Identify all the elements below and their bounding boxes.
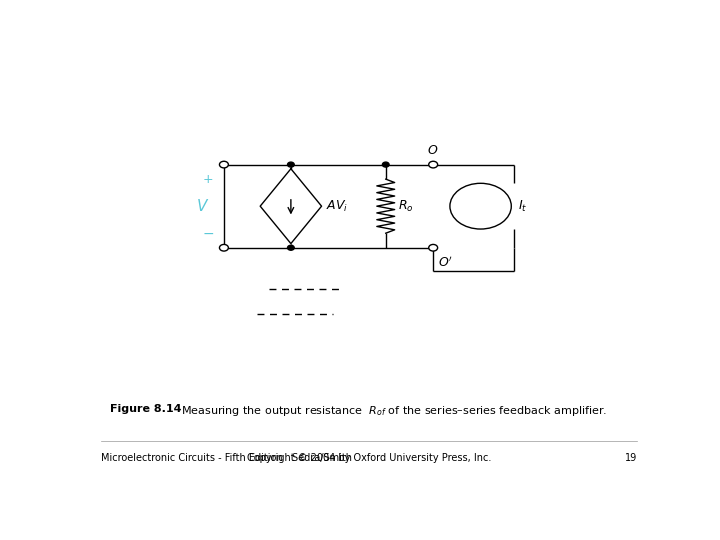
Text: $O'$: $O'$ (438, 255, 453, 270)
Circle shape (220, 161, 228, 168)
Text: Copyright © 2004 by Oxford University Press, Inc.: Copyright © 2004 by Oxford University Pr… (247, 453, 491, 463)
Circle shape (287, 245, 294, 250)
Text: $I_t$: $I_t$ (518, 199, 527, 214)
Text: $R_o$: $R_o$ (398, 199, 414, 214)
Circle shape (428, 245, 438, 251)
Circle shape (220, 245, 228, 251)
Text: Figure 8.14: Figure 8.14 (109, 404, 181, 414)
Circle shape (382, 162, 389, 167)
Text: $-$: $-$ (202, 226, 215, 240)
Circle shape (450, 183, 511, 229)
Text: +: + (203, 173, 214, 186)
Text: 19: 19 (624, 453, 637, 463)
Text: Microelectronic Circuits - Fifth Edition   Sedra/Smith: Microelectronic Circuits - Fifth Edition… (101, 453, 352, 463)
Circle shape (287, 162, 294, 167)
Text: Measuring the output resistance  $R_{of}$ of the series–series feedback amplifie: Measuring the output resistance $R_{of}$… (174, 404, 607, 417)
Text: $AV_i$: $AV_i$ (326, 199, 348, 214)
Circle shape (428, 161, 438, 168)
Text: $V$: $V$ (196, 198, 210, 214)
Text: $O$: $O$ (428, 144, 439, 157)
